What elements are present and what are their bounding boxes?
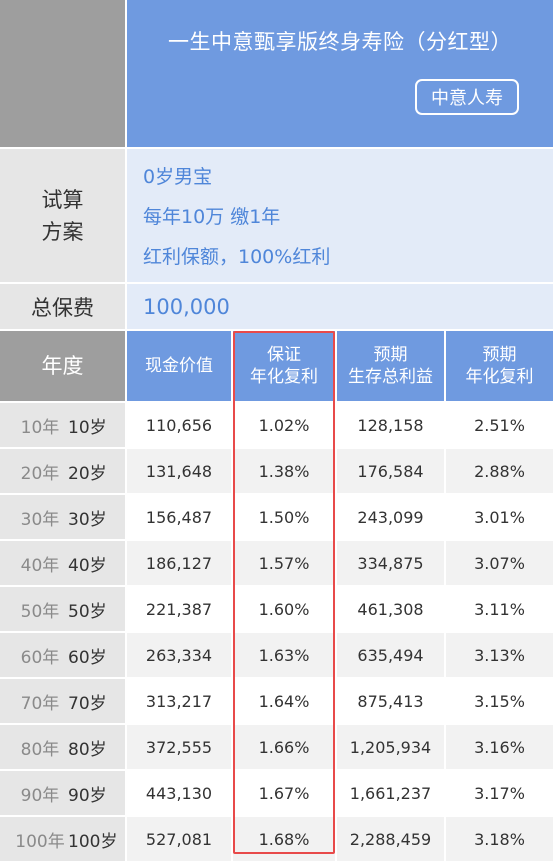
guaranteed-rate-cell: 1.02% — [233, 403, 335, 447]
col-header-expected-rate-line2: 年化复利 — [465, 367, 534, 387]
expected-benefit-cell: 1,205,934 — [337, 725, 444, 769]
table-row-year: 20年 20岁 — [0, 449, 125, 493]
plan-details: 0岁男宝 每年10万 缴1年 红利保额，100%红利 — [127, 149, 553, 282]
col-header-expected-benefit-line2: 生存总利益 — [348, 367, 433, 387]
plan-label: 试算 方案 — [0, 149, 125, 282]
expected-rate-cell: 2.51% — [446, 403, 553, 447]
table-row-year: 70年 70岁 — [0, 679, 125, 723]
guaranteed-rate-cell: 1.67% — [233, 771, 335, 815]
policy-year: 50年 — [20, 601, 60, 622]
expected-benefit-cell: 334,875 — [337, 541, 444, 585]
expected-benefit-cell: 176,584 — [337, 449, 444, 493]
plan-line-dividend: 红利保额，100%红利 — [143, 246, 331, 268]
guaranteed-rate-cell: 1.66% — [233, 725, 335, 769]
expected-rate-cell: 3.07% — [446, 541, 553, 585]
cash-value-cell: 443,130 — [127, 771, 231, 815]
col-header-guaranteed-rate-line2: 年化复利 — [250, 367, 318, 387]
col-header-expected-benefit-line1: 预期 — [373, 345, 408, 365]
cash-value-cell: 131,648 — [127, 449, 231, 493]
header-left-panel — [0, 0, 125, 147]
expected-rate-cell: 3.13% — [446, 633, 553, 677]
cash-value-cell: 372,555 — [127, 725, 231, 769]
col-header-guaranteed-rate: 保证 年化复利 — [233, 331, 335, 401]
table-row-year: 30年 30岁 — [0, 495, 125, 539]
cash-value-cell: 313,217 — [127, 679, 231, 723]
cash-value-cell: 527,081 — [127, 817, 231, 861]
expected-rate-cell: 3.15% — [446, 679, 553, 723]
expected-benefit-cell: 243,099 — [337, 495, 444, 539]
table-row-year: 40年 40岁 — [0, 541, 125, 585]
expected-rate-cell: 3.16% — [446, 725, 553, 769]
guaranteed-rate-cell: 1.50% — [233, 495, 335, 539]
guaranteed-rate-cell: 1.64% — [233, 679, 335, 723]
insured-age: 70岁 — [68, 693, 107, 714]
product-title: 一生中意甄享版终身寿险（分红型） — [168, 30, 512, 54]
insured-age: 60岁 — [68, 647, 107, 668]
cash-value-cell: 156,487 — [127, 495, 231, 539]
premium-label: 总保费 — [0, 284, 125, 329]
policy-year: 60年 — [20, 647, 60, 668]
insured-age: 80岁 — [68, 739, 107, 760]
policy-year: 30年 — [20, 509, 60, 530]
expected-benefit-cell: 635,494 — [337, 633, 444, 677]
expected-rate-cell: 3.01% — [446, 495, 553, 539]
cash-value-cell: 263,334 — [127, 633, 231, 677]
plan-label-line1: 试算 — [41, 187, 84, 212]
guaranteed-rate-cell: 1.68% — [233, 817, 335, 861]
premium-value-cell: 100,000 — [127, 284, 553, 329]
expected-rate-cell: 3.18% — [446, 817, 553, 861]
insured-age: 100岁 — [68, 831, 118, 852]
premium-value: 100,000 — [143, 294, 230, 319]
expected-benefit-cell: 2,288,459 — [337, 817, 444, 861]
col-header-expected-rate-line1: 预期 — [482, 345, 517, 365]
expected-benefit-cell: 461,308 — [337, 587, 444, 631]
table-row-year: 60年 60岁 — [0, 633, 125, 677]
expected-rate-cell: 3.17% — [446, 771, 553, 815]
insured-age: 20岁 — [68, 463, 107, 484]
policy-year: 20年 — [20, 463, 60, 484]
cash-value-cell: 110,656 — [127, 403, 231, 447]
cash-value-cell: 221,387 — [127, 587, 231, 631]
insured-age: 40岁 — [68, 555, 107, 576]
insured-age: 30岁 — [68, 509, 107, 530]
company-badge: 中意人寿 — [415, 79, 519, 115]
col-header-year-label: 年度 — [41, 354, 84, 378]
insured-age: 50岁 — [68, 601, 107, 622]
table-row-year: 90年 90岁 — [0, 771, 125, 815]
expected-benefit-cell: 1,661,237 — [337, 771, 444, 815]
col-header-year: 年度 — [0, 331, 125, 401]
policy-year: 70年 — [20, 693, 60, 714]
expected-benefit-cell: 875,413 — [337, 679, 444, 723]
policy-year: 80年 — [20, 739, 60, 760]
guaranteed-rate-cell: 1.38% — [233, 449, 335, 493]
guaranteed-rate-cell: 1.57% — [233, 541, 335, 585]
policy-year: 90年 — [20, 785, 60, 806]
cash-value-cell: 186,127 — [127, 541, 231, 585]
col-header-guaranteed-rate-line1: 保证 — [267, 345, 301, 365]
expected-benefit-cell: 128,158 — [337, 403, 444, 447]
guaranteed-rate-cell: 1.60% — [233, 587, 335, 631]
plan-line-age: 0岁男宝 — [143, 166, 213, 188]
insured-age: 90岁 — [68, 785, 107, 806]
guaranteed-rate-cell: 1.63% — [233, 633, 335, 677]
policy-year: 100年 — [15, 831, 65, 852]
policy-year: 10年 — [20, 417, 60, 438]
plan-label-line2: 方案 — [41, 219, 84, 244]
policy-year: 40年 — [20, 555, 60, 576]
expected-rate-cell: 3.11% — [446, 587, 553, 631]
col-header-cash-value-label: 现金价值 — [145, 356, 213, 376]
table-row-year: 50年 50岁 — [0, 587, 125, 631]
table-row-year: 100年 100岁 — [0, 817, 125, 861]
expected-rate-cell: 2.88% — [446, 449, 553, 493]
table-row-year: 80年 80岁 — [0, 725, 125, 769]
plan-line-payment: 每年10万 缴1年 — [143, 206, 281, 228]
header-panel: 一生中意甄享版终身寿险（分红型） 中意人寿 — [127, 0, 553, 147]
col-header-expected-rate: 预期 年化复利 — [446, 331, 553, 401]
col-header-cash-value: 现金价值 — [127, 331, 231, 401]
insured-age: 10岁 — [68, 417, 107, 438]
col-header-expected-benefit: 预期 生存总利益 — [337, 331, 444, 401]
table-row-year: 10年 10岁 — [0, 403, 125, 447]
